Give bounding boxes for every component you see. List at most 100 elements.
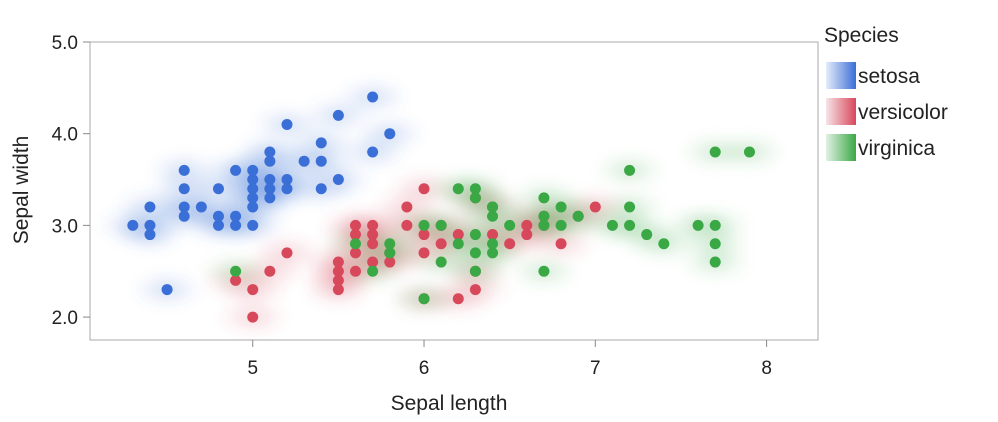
point-setosa bbox=[144, 201, 156, 213]
point-virginica bbox=[709, 219, 721, 231]
point-virginica bbox=[538, 192, 550, 204]
point-setosa bbox=[178, 183, 190, 195]
point-virginica bbox=[418, 293, 430, 305]
legend-label-versicolor: versicolor bbox=[858, 101, 948, 124]
point-setosa bbox=[178, 210, 190, 222]
point-setosa bbox=[144, 229, 156, 241]
point-virginica bbox=[487, 238, 499, 250]
point-virginica bbox=[469, 229, 481, 241]
x-axis: 5 6 7 8 bbox=[247, 340, 772, 379]
point-setosa bbox=[230, 210, 242, 222]
y-axis: 2.0 3.0 4.0 5.0 bbox=[52, 33, 90, 329]
point-setosa bbox=[247, 183, 259, 195]
point-virginica bbox=[230, 265, 242, 277]
point-virginica bbox=[692, 219, 704, 231]
point-virginica bbox=[487, 201, 499, 213]
point-setosa bbox=[178, 164, 190, 176]
point-setosa bbox=[264, 155, 276, 167]
point-virginica bbox=[538, 265, 550, 277]
point-setosa bbox=[264, 192, 276, 204]
point-versicolor bbox=[469, 284, 481, 296]
y-tick-label: 5.0 bbox=[52, 33, 78, 54]
point-versicolor bbox=[384, 256, 396, 268]
point-versicolor bbox=[247, 311, 259, 323]
point-versicolor bbox=[435, 238, 447, 250]
y-tick-label: 3.0 bbox=[52, 216, 78, 237]
series-virginica bbox=[230, 146, 755, 305]
point-virginica bbox=[469, 265, 481, 277]
point-setosa bbox=[367, 146, 379, 158]
point-virginica bbox=[606, 219, 618, 231]
point-versicolor bbox=[281, 247, 293, 259]
point-setosa bbox=[315, 155, 327, 167]
point-versicolor bbox=[332, 274, 344, 286]
point-versicolor bbox=[367, 219, 379, 231]
point-virginica bbox=[555, 219, 567, 231]
point-versicolor bbox=[367, 256, 379, 268]
legend-title: Species bbox=[824, 24, 899, 47]
legend-swatch-versicolor bbox=[826, 98, 856, 125]
point-virginica bbox=[487, 247, 499, 259]
point-setosa bbox=[247, 174, 259, 186]
legend-swatch-virginica bbox=[826, 134, 856, 161]
point-virginica bbox=[624, 219, 636, 231]
point-versicolor bbox=[350, 247, 362, 259]
point-setosa bbox=[281, 119, 293, 131]
x-tick-label: 7 bbox=[590, 358, 601, 379]
point-versicolor bbox=[332, 284, 344, 296]
point-versicolor bbox=[247, 284, 259, 296]
point-setosa bbox=[212, 210, 224, 222]
legend-swatch-setosa bbox=[826, 62, 856, 89]
x-tick-label: 8 bbox=[761, 358, 772, 379]
point-versicolor bbox=[367, 238, 379, 250]
point-setosa bbox=[264, 146, 276, 158]
point-setosa bbox=[247, 164, 259, 176]
point-versicolor bbox=[555, 238, 567, 250]
point-versicolor bbox=[504, 238, 516, 250]
point-virginica bbox=[709, 256, 721, 268]
legend: Species setosa versicolor virginica bbox=[824, 24, 948, 161]
legend-label-virginica: virginica bbox=[858, 137, 935, 160]
point-virginica bbox=[538, 210, 550, 222]
point-setosa bbox=[281, 174, 293, 186]
point-setosa bbox=[264, 183, 276, 195]
point-virginica bbox=[350, 238, 362, 250]
y-axis-title: Sepal width bbox=[10, 136, 33, 245]
point-virginica bbox=[452, 238, 464, 250]
point-virginica bbox=[435, 219, 447, 231]
point-virginica bbox=[709, 146, 721, 158]
point-setosa bbox=[247, 201, 259, 213]
point-versicolor bbox=[452, 229, 464, 241]
point-virginica bbox=[469, 192, 481, 204]
point-versicolor bbox=[418, 229, 430, 241]
point-setosa bbox=[178, 201, 190, 213]
point-virginica bbox=[418, 219, 430, 231]
point-versicolor bbox=[367, 229, 379, 241]
point-setosa bbox=[384, 128, 396, 140]
point-virginica bbox=[555, 201, 567, 213]
point-setosa bbox=[230, 219, 242, 231]
point-setosa bbox=[247, 219, 259, 231]
point-versicolor bbox=[521, 219, 533, 231]
point-setosa bbox=[264, 174, 276, 186]
point-virginica bbox=[469, 247, 481, 259]
point-versicolor bbox=[418, 183, 430, 195]
point-virginica bbox=[743, 146, 755, 158]
point-setosa bbox=[332, 109, 344, 121]
point-versicolor bbox=[350, 219, 362, 231]
point-setosa bbox=[315, 137, 327, 149]
point-setosa bbox=[281, 183, 293, 195]
point-setosa bbox=[161, 284, 173, 296]
x-tick-label: 5 bbox=[247, 358, 258, 379]
point-versicolor bbox=[350, 265, 362, 277]
point-setosa bbox=[230, 164, 242, 176]
point-setosa bbox=[367, 91, 379, 103]
point-setosa bbox=[247, 192, 259, 204]
point-versicolor bbox=[589, 201, 601, 213]
point-virginica bbox=[641, 229, 653, 241]
point-virginica bbox=[572, 210, 584, 222]
point-virginica bbox=[624, 164, 636, 176]
point-setosa bbox=[212, 183, 224, 195]
point-versicolor bbox=[230, 274, 242, 286]
point-setosa bbox=[298, 155, 310, 167]
